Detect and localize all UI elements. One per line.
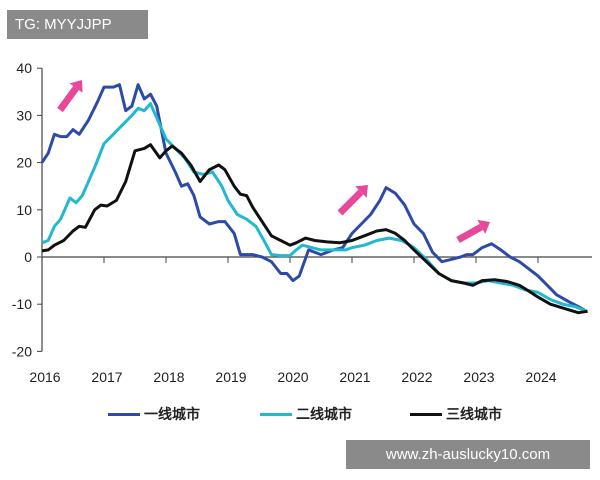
x-tick-label: 2016 <box>29 369 60 385</box>
x-tick-label: 2022 <box>401 369 432 385</box>
trend-arrow-icon <box>456 219 490 244</box>
y-tick-label: 40 <box>16 60 32 76</box>
legend-item-tier1: 一线城市 <box>108 404 200 424</box>
x-tick-label: 2021 <box>339 369 370 385</box>
x-tick-label: 2024 <box>525 369 556 385</box>
legend-swatch <box>260 412 292 416</box>
x-tick-label: 2020 <box>277 369 308 385</box>
y-tick-label: -20 <box>12 343 32 359</box>
legend-item-tier2: 二线城市 <box>260 404 352 424</box>
legend-item-tier3: 三线城市 <box>410 404 502 424</box>
legend-swatch <box>410 412 442 416</box>
series-line-3 <box>41 143 588 315</box>
trend-arrow-icon <box>57 80 83 113</box>
y-tick-label: 30 <box>16 107 32 123</box>
series-line-1 <box>40 83 588 313</box>
legend-label: 一线城市 <box>144 406 200 422</box>
legend-label: 三线城市 <box>446 406 502 422</box>
x-tick-label: 2019 <box>215 369 246 385</box>
watermark-bottom: www.zh-auslucky10.com <box>346 440 590 469</box>
legend-label: 二线城市 <box>296 406 352 422</box>
legend-swatch <box>108 412 140 416</box>
x-tick-label: 2023 <box>463 369 494 385</box>
x-tick-label: 2018 <box>153 369 184 385</box>
x-tick-label: 2017 <box>91 369 122 385</box>
y-tick-label: 10 <box>16 202 32 218</box>
legend: 一线城市 二线城市 三线城市 <box>0 404 600 424</box>
trend-arrow-icon <box>337 185 368 216</box>
watermark-top: TG: MYYJJPP <box>7 10 148 39</box>
y-tick-label: 20 <box>16 155 32 171</box>
series-line-2 <box>41 102 587 313</box>
y-tick-label: 0 <box>24 249 32 265</box>
y-tick-label: -10 <box>12 296 32 312</box>
